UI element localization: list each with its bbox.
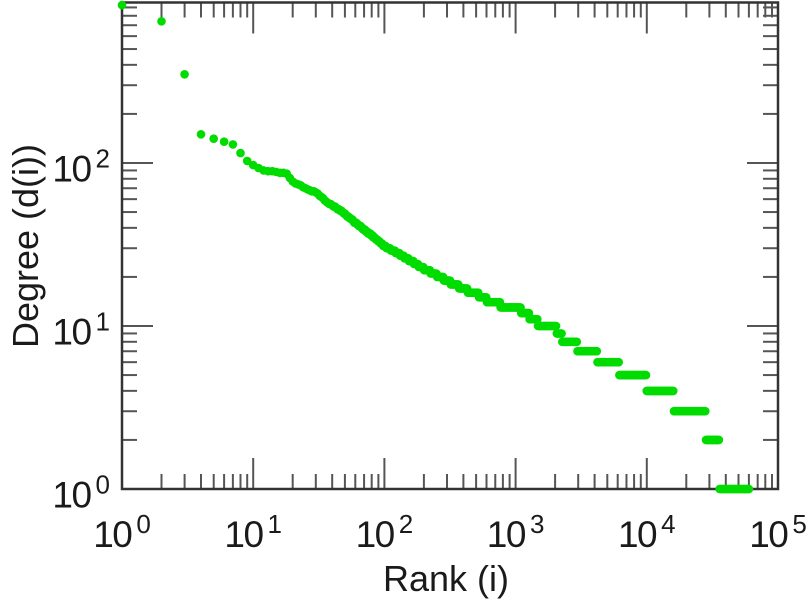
axis-box — [120, 1, 780, 491]
tick-exponent: 0 — [136, 509, 151, 539]
x-tick-label: 10 4 — [617, 511, 676, 555]
x-tick-label: 10 3 — [486, 511, 545, 555]
x-tick-label: 10 5 — [749, 511, 807, 555]
tick-exponent: 5 — [792, 509, 807, 539]
x-tick-label: 10 0 — [93, 511, 151, 555]
tick-base: 10 — [617, 514, 658, 555]
scatter-series-degree-vs-rank — [117, 0, 754, 494]
x-tick-label: 10 2 — [355, 511, 414, 555]
x-tick-label: 10 1 — [224, 511, 282, 555]
tick-base: 10 — [52, 474, 92, 516]
y-tick-label: 10 2 — [52, 145, 110, 190]
tick-base: 10 — [224, 514, 264, 555]
tick-base: 10 — [355, 514, 396, 555]
y-axis-title: Degree (d(i)) — [5, 143, 46, 349]
tick-base: 10 — [486, 514, 527, 555]
y-tick-label: 10 1 — [52, 308, 110, 353]
tick-exponent: 1 — [267, 509, 282, 539]
tick-base: 10 — [52, 311, 92, 353]
tick-exponent: 0 — [95, 469, 110, 500]
tick-exponent: 4 — [661, 509, 676, 539]
tick-exponent: 1 — [95, 306, 110, 337]
tick-exponent: 2 — [95, 143, 110, 174]
tick-exponent: 2 — [398, 509, 414, 539]
x-axis-title: Rank (i) — [382, 558, 510, 599]
tick-exponent: 3 — [529, 509, 545, 539]
tick-base: 10 — [749, 514, 789, 555]
tick-base: 10 — [93, 514, 133, 555]
tick-marks — [121, 2, 779, 490]
y-tick-label: 10 0 — [52, 472, 110, 516]
tick-base: 10 — [52, 148, 92, 190]
